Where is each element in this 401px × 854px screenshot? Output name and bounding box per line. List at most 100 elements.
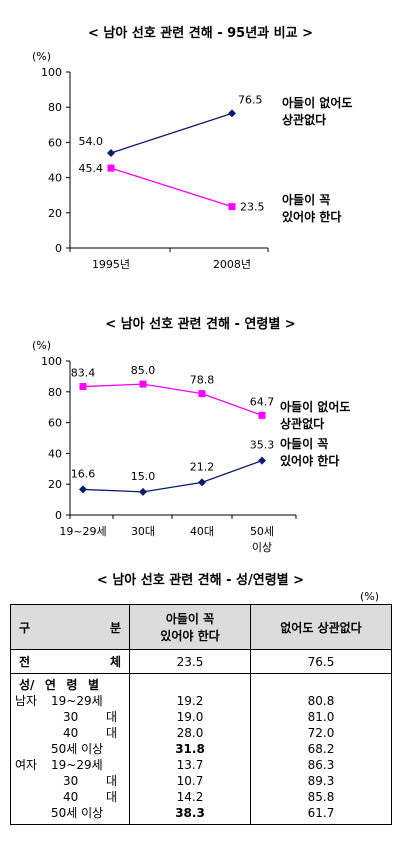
total-col1: 23.5 (129, 649, 251, 674)
chart2-series-0-point-2 (198, 390, 206, 398)
row-col2-2: 72.0 (307, 726, 335, 740)
chart2-series-0-label-0: 83.4 (71, 367, 96, 380)
chart2-series-1-point-2 (198, 478, 206, 487)
chart2-xlabel-0: 19~29세 (59, 525, 106, 538)
chart1-ytick-label-2: 40 (48, 172, 62, 185)
body-col2: 80.8 81.0 72.0 68.2 86.3 89.3 85.8 61.7 (250, 673, 392, 825)
row-age-4: 19~29세 (51, 758, 103, 772)
chart2-xlabel-1: 30대 (131, 525, 155, 538)
chart2-xlabel-3: 50세 (250, 525, 274, 538)
chart2-xlabel-2: 40대 (190, 525, 214, 538)
row-group-3 (15, 741, 51, 757)
row-label-4: 여자 19~29세 (11, 757, 129, 773)
row-age-suffix-5: 대 (105, 774, 117, 788)
chart2-ytick-label-0: 0 (55, 509, 62, 522)
chart1-series-1-point-1 (228, 203, 236, 211)
row-col2-3: 68.2 (307, 742, 335, 756)
row-col1-4: 13.7 (176, 758, 204, 772)
section-label-b: 연 (44, 678, 56, 692)
row-group-2 (15, 725, 51, 741)
row-age-3: 50세 이상 (51, 742, 104, 756)
row-label-1: 30 대 (11, 709, 129, 725)
chart1-ytick-label-3: 60 (48, 136, 62, 149)
row-label-0: 남자 19~29세 (11, 693, 129, 709)
row-group-0: 남자 (15, 694, 38, 708)
row-col2-1: 81.0 (307, 710, 335, 724)
chart2-unit: (%) (32, 339, 51, 352)
row-col1-5: 10.7 (176, 774, 204, 788)
chart2-series-1-point-0 (79, 485, 87, 494)
chart1-series-0-point-0 (107, 148, 115, 157)
chart1-series-1-label-0: 45.4 (79, 162, 104, 175)
chart2-series-0-line (82, 383, 263, 416)
row-group-4: 여자 (15, 758, 38, 772)
row-age-0: 19~29세 (51, 694, 103, 708)
row-col1-6: 14.2 (176, 790, 204, 804)
header-col2: 없어도 상관없다 (250, 604, 392, 650)
section-label: 성/ 연 령 별 (11, 677, 129, 693)
chart2-legend-1-line-1: 있어야 한다 (280, 453, 339, 468)
chart2-legend-0-line-0: 아들이 없어도 (280, 399, 350, 414)
chart2-xlabel-3-1: 이상 (252, 541, 272, 554)
chart1-unit: (%) (32, 50, 51, 63)
chart2-title: < 남아 선호 관련 견해 - 연령별 > (105, 317, 296, 332)
row-col2-6: 85.8 (307, 790, 335, 804)
row-label-2: 40 대 (11, 725, 129, 741)
chart2-series-0-label-2: 78.8 (190, 374, 215, 387)
header-col1-line2: 있어야 한다 (160, 629, 220, 643)
chart1-legend-1-line-0: 아들이 꼭 (282, 192, 330, 207)
row-label-5: 30 대 (11, 773, 129, 789)
chart1-series-0-label-1: 76.5 (238, 93, 263, 106)
chart2-ytick-label-3: 60 (48, 417, 62, 430)
row-age-1: 30 (63, 710, 79, 724)
chart2-ytick-label-5: 100 (41, 355, 62, 368)
section-label-d: 별 (87, 678, 99, 692)
row-col1-2: 28.0 (176, 726, 204, 740)
chart1-legend-1-line-1: 있어야 한다 (282, 209, 341, 224)
chart2-series-0-point-1 (139, 380, 147, 388)
chart1-series-1-line (110, 167, 233, 208)
chart1-series-1-label-1: 23.5 (240, 201, 265, 214)
total-label-a: 전 (19, 655, 31, 669)
header-col1-line1: 아들이 꼭 (165, 612, 215, 626)
chart2-series-1-label-2: 21.2 (190, 460, 215, 473)
chart2-ytick-label-2: 40 (48, 447, 62, 460)
chart2-series-1-point-1 (139, 487, 147, 496)
chart2-series-0-label-1: 85.0 (131, 364, 156, 377)
chart2-ytick-label-4: 80 (48, 386, 62, 399)
table-body-row: 성/ 연 령 별 남자 19~29세 30 대 40 대 50세 이상 여자 19~29세 30 대… (10, 673, 392, 825)
section-label-a: 성/ (19, 678, 35, 692)
chart1-series-0-point-1 (228, 109, 236, 118)
chart2-series-0-point-3 (258, 411, 266, 419)
row-group-5 (15, 773, 51, 789)
chart2-series-0-point-0 (79, 383, 87, 391)
body-labels: 성/ 연 령 별 남자 19~29세 30 대 40 대 50세 이상 여자 19~29세 30 대… (10, 673, 130, 825)
chart1-legend-0-line-1: 상관없다 (282, 112, 326, 127)
chart2-series-1-label-3: 35.3 (250, 439, 275, 452)
total-label-b: 체 (109, 655, 121, 669)
row-col1-3: 31.8 (175, 742, 205, 756)
chart1-svg: (%) 0 20 40 60 80 100 1995년 2008년 54.0 76.5 45.4 23.… (32, 50, 352, 271)
chart2-series-1-line (82, 460, 263, 493)
chart1-ytick-label-5: 100 (41, 66, 62, 79)
row-age-6: 40 (63, 790, 79, 804)
chart1-series-1-point-0 (107, 164, 115, 172)
chart1-title: < 남아 선호 관련 견해 - 95년과 비교 > (88, 26, 313, 41)
row-age-7: 50세 이상 (51, 806, 104, 820)
table-unit: (%) (360, 590, 380, 603)
row-col1-7: 38.3 (175, 806, 205, 820)
chart2-series-0-label-3: 64.7 (250, 395, 275, 408)
row-col2-4: 86.3 (307, 758, 335, 772)
row-label-7: 50세 이상 (11, 805, 129, 821)
section-label-c: 령 (66, 678, 78, 692)
row-age-2: 40 (63, 726, 79, 740)
chart1-ytick-label-0: 0 (55, 242, 62, 255)
chart2-legend-1-line-0: 아들이 꼭 (280, 436, 328, 451)
chart2-ytick-label-1: 20 (48, 478, 62, 491)
row-label-3: 50세 이상 (11, 741, 129, 757)
chart1-series-0-line (110, 112, 233, 154)
header-category-b: 분 (109, 620, 121, 635)
